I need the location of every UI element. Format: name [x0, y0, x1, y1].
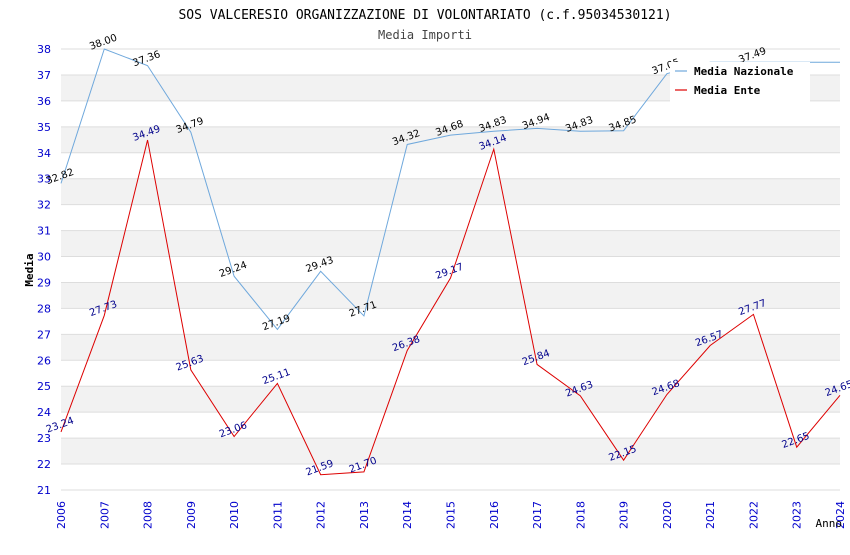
- grid-band: [61, 386, 840, 413]
- grid-bands: [61, 48, 840, 491]
- y-axis-ticks: 21 22 23 24 25 26 27 28 29 30 31 32 33 34 35 36 37 38: [37, 43, 51, 497]
- y-tick-label: 34: [37, 147, 51, 160]
- y-tick-label: 37: [37, 69, 51, 82]
- x-tick-label: 2020: [661, 501, 674, 529]
- grid-band: [61, 412, 840, 439]
- x-tick-label: 2007: [98, 501, 111, 529]
- x-tick-label: 2017: [531, 501, 544, 529]
- x-tick-label: 2014: [401, 501, 414, 529]
- grid-band: [61, 178, 840, 205]
- legend-label-ente: Media Ente: [694, 84, 761, 97]
- y-tick-label: 32: [37, 199, 51, 212]
- y-tick-label: 28: [37, 302, 51, 315]
- x-tick-label: 2023: [791, 501, 804, 529]
- y-tick-label: 30: [37, 251, 51, 264]
- y-tick-label: 22: [37, 458, 51, 471]
- grid-band: [61, 308, 840, 335]
- y-tick-label: 27: [37, 328, 51, 341]
- legend-box: [670, 62, 810, 102]
- x-tick-label: 2009: [185, 501, 198, 529]
- x-tick-label: 2015: [445, 501, 458, 529]
- x-tick-label: 2012: [315, 501, 328, 529]
- grid-band: [61, 152, 840, 179]
- legend: Media Nazionale Media Ente: [670, 62, 810, 102]
- grid-band: [61, 100, 840, 127]
- y-tick-label: 33: [37, 173, 51, 186]
- y-tick-label: 29: [37, 276, 51, 289]
- x-tick-label: 2024: [834, 501, 847, 529]
- x-tick-label: 2016: [488, 501, 501, 529]
- grid-band: [61, 230, 840, 257]
- grid-band: [61, 204, 840, 231]
- x-tick-label: 2006: [55, 501, 68, 529]
- y-tick-label: 25: [37, 380, 51, 393]
- series-line-media-ente: [60, 139, 841, 476]
- y-tick-label: 24: [37, 406, 51, 419]
- grid-band: [61, 464, 840, 490]
- x-axis-label: Anno: [816, 517, 843, 530]
- legend-label-nazionale: Media Nazionale: [694, 65, 794, 78]
- x-tick-label: 2019: [618, 501, 631, 529]
- y-tick-label: 38: [37, 43, 51, 56]
- y-tick-label: 21: [37, 484, 51, 497]
- chart-title: SOS VALCERESIO ORGANIZZAZIONE DI VOLONTA…: [178, 8, 671, 23]
- x-tick-label: 2018: [574, 501, 587, 529]
- grid-band: [61, 126, 840, 153]
- y-tick-label: 23: [37, 432, 51, 445]
- y-tick-label: 31: [37, 225, 51, 238]
- x-tick-label: 2013: [358, 501, 371, 529]
- x-tick-label: 2008: [142, 501, 155, 529]
- grid-band: [61, 438, 840, 465]
- y-axis-label: Media: [23, 253, 36, 286]
- x-axis-ticks: 2006 2007 2008 2009 2010 2011 2012 2013 2014 2015…: [55, 501, 847, 529]
- y-tick-label: 26: [37, 354, 51, 367]
- x-tick-label: 2022: [747, 501, 760, 529]
- chart-subtitle: Media Importi: [378, 28, 472, 42]
- grid-band: [61, 334, 840, 361]
- grid-band: [61, 282, 840, 309]
- y-tick-label: 36: [37, 95, 51, 108]
- x-tick-label: 2011: [271, 501, 284, 529]
- x-tick-label: 2021: [704, 501, 717, 529]
- x-tick-label: 2010: [228, 501, 241, 529]
- y-tick-label: 35: [37, 121, 51, 134]
- grid-band: [61, 360, 840, 387]
